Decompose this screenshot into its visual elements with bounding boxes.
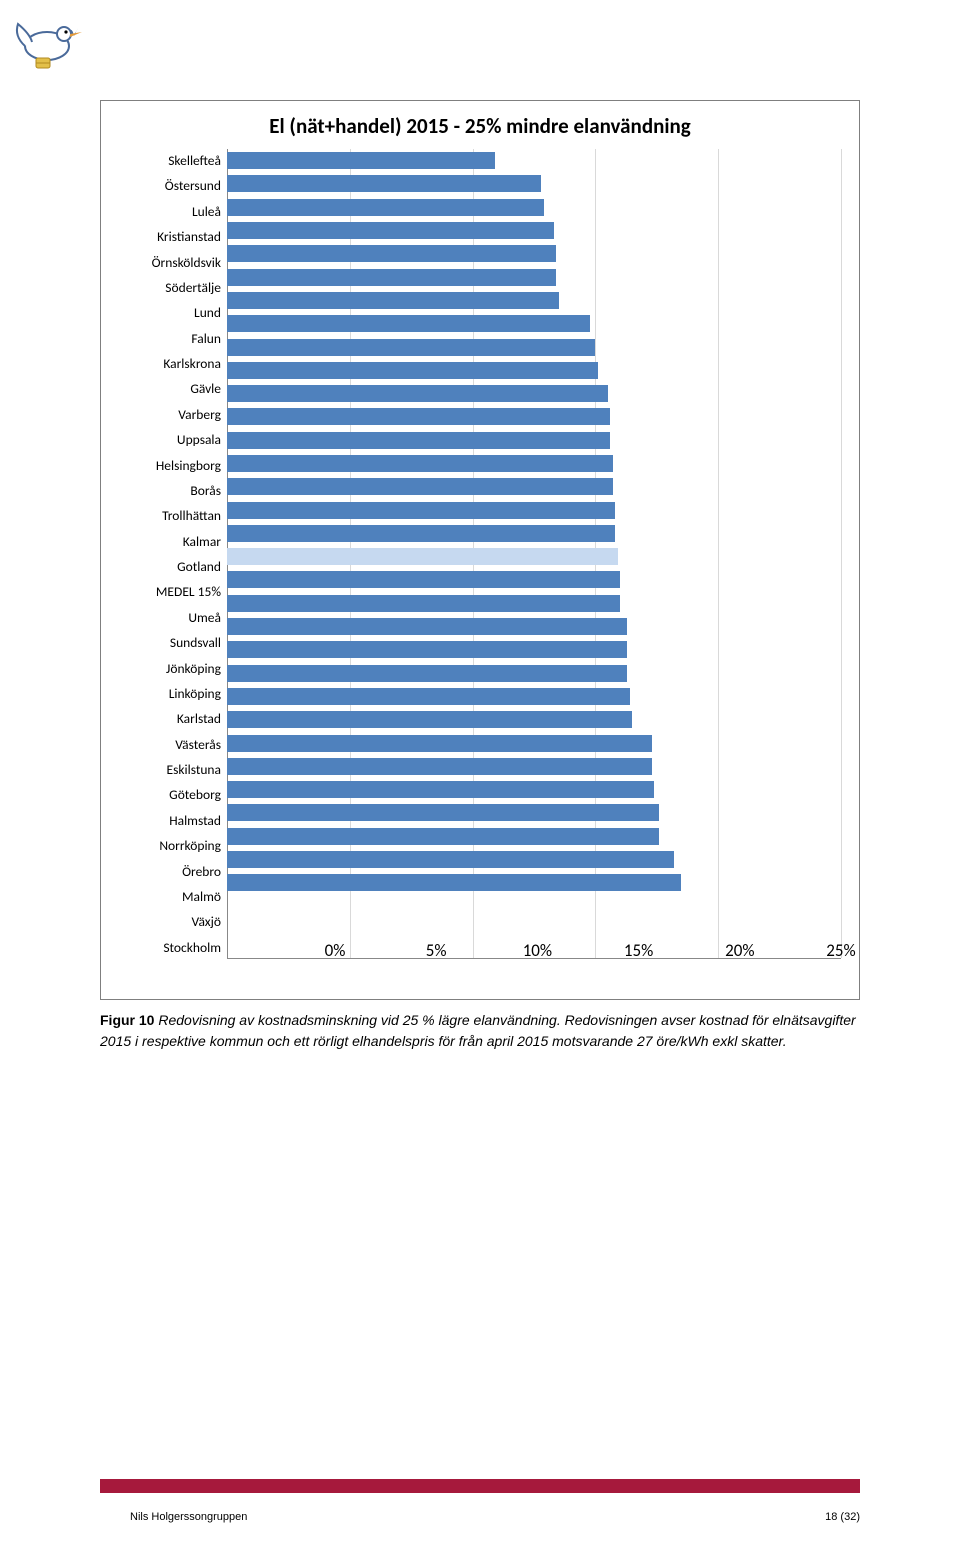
y-label: Västerås [119, 733, 221, 756]
y-label: Borås [119, 479, 221, 502]
y-axis-labels: SkellefteåÖstersund LuleåKristianstad Örns… [119, 149, 227, 959]
y-label: Lund [119, 301, 221, 324]
y-label: Eskilstuna [119, 758, 221, 781]
y-label: Halmstad [119, 809, 221, 832]
y-label: Kalmar [119, 530, 221, 553]
bar [227, 315, 590, 332]
footer-accent-bar [100, 1479, 860, 1493]
chart-title: El (nät+handel) 2015 - 25% mindre elanvä… [119, 113, 841, 139]
bar [227, 269, 556, 286]
bar [227, 292, 559, 309]
bars-region: 0%5%10%15%20%25% [227, 149, 841, 959]
bar [227, 711, 632, 728]
bar [227, 781, 654, 798]
bar [227, 828, 659, 845]
y-label: Helsingborg [119, 454, 221, 477]
y-label: Gävle [119, 377, 221, 400]
x-tick-label: 15% [624, 940, 653, 961]
bar [227, 339, 595, 356]
bar [227, 571, 620, 588]
bar [227, 758, 652, 775]
y-label: Örnsköldsvik [119, 251, 221, 274]
chart-container: El (nät+handel) 2015 - 25% mindre elanvä… [100, 100, 860, 1000]
chart-plot-area: SkellefteåÖstersund LuleåKristianstad Örns… [119, 149, 841, 959]
x-tick-label: 20% [725, 940, 754, 961]
y-label: Göteborg [119, 783, 221, 806]
figure-text: Redovisning av kostnadsminskning vid 25 … [100, 1012, 856, 1049]
bar [227, 804, 659, 821]
y-label: Karlskrona [119, 352, 221, 375]
y-label: Växjö [119, 910, 221, 933]
y-label: Umeå [119, 606, 221, 629]
y-label: MEDEL 15% [119, 580, 221, 603]
x-tick-label: 10% [523, 940, 552, 961]
bar [227, 362, 598, 379]
bar [227, 152, 495, 169]
y-label: Södertälje [119, 276, 221, 299]
y-label: Östersund [119, 174, 221, 197]
y-label: Malmö [119, 885, 221, 908]
bars [227, 149, 841, 958]
y-label: Varberg [119, 403, 221, 426]
bar [227, 525, 615, 542]
bar [227, 432, 610, 449]
bar [227, 851, 674, 868]
y-label: Linköping [119, 682, 221, 705]
bar [227, 641, 627, 658]
figure-caption: Figur 10 Redovisning av kostnadsminsknin… [100, 1010, 860, 1052]
figure-label: Figur 10 [100, 1012, 154, 1028]
y-label: Sundsvall [119, 631, 221, 654]
y-label: Uppsala [119, 428, 221, 451]
bar [227, 688, 630, 705]
bar [227, 665, 627, 682]
y-label: Falun [119, 327, 221, 350]
y-label: Skellefteå [119, 149, 221, 172]
x-tick-label: 0% [325, 940, 346, 961]
x-tick-label: 25% [826, 940, 855, 961]
bar [227, 408, 610, 425]
stork-logo [12, 6, 82, 76]
y-label: Stockholm [119, 936, 221, 959]
y-label: Trollhättan [119, 504, 221, 527]
bar [227, 222, 554, 239]
bar [227, 618, 627, 635]
y-label: Luleå [119, 200, 221, 223]
y-label: Karlstad [119, 707, 221, 730]
y-label: Örebro [119, 860, 221, 883]
bar [227, 874, 681, 891]
bar [227, 385, 608, 402]
x-tick-label: 5% [426, 940, 447, 961]
footer-group-name: Nils Holgerssongruppen [130, 1511, 247, 1523]
y-label: Kristianstad [119, 225, 221, 248]
bar [227, 175, 541, 192]
bar [227, 245, 556, 262]
y-label: Norrköping [119, 834, 221, 857]
x-axis: 0%5%10%15%20%25% [335, 934, 841, 962]
bar [227, 478, 613, 495]
footer-page-number: 18 (32) [825, 1511, 860, 1523]
bar [227, 595, 620, 612]
y-label: Gotland [119, 555, 221, 578]
y-label: Jönköping [119, 657, 221, 680]
bar [227, 735, 652, 752]
bar [227, 199, 544, 216]
bar [227, 502, 615, 519]
bar [227, 455, 613, 472]
bar [227, 548, 618, 565]
